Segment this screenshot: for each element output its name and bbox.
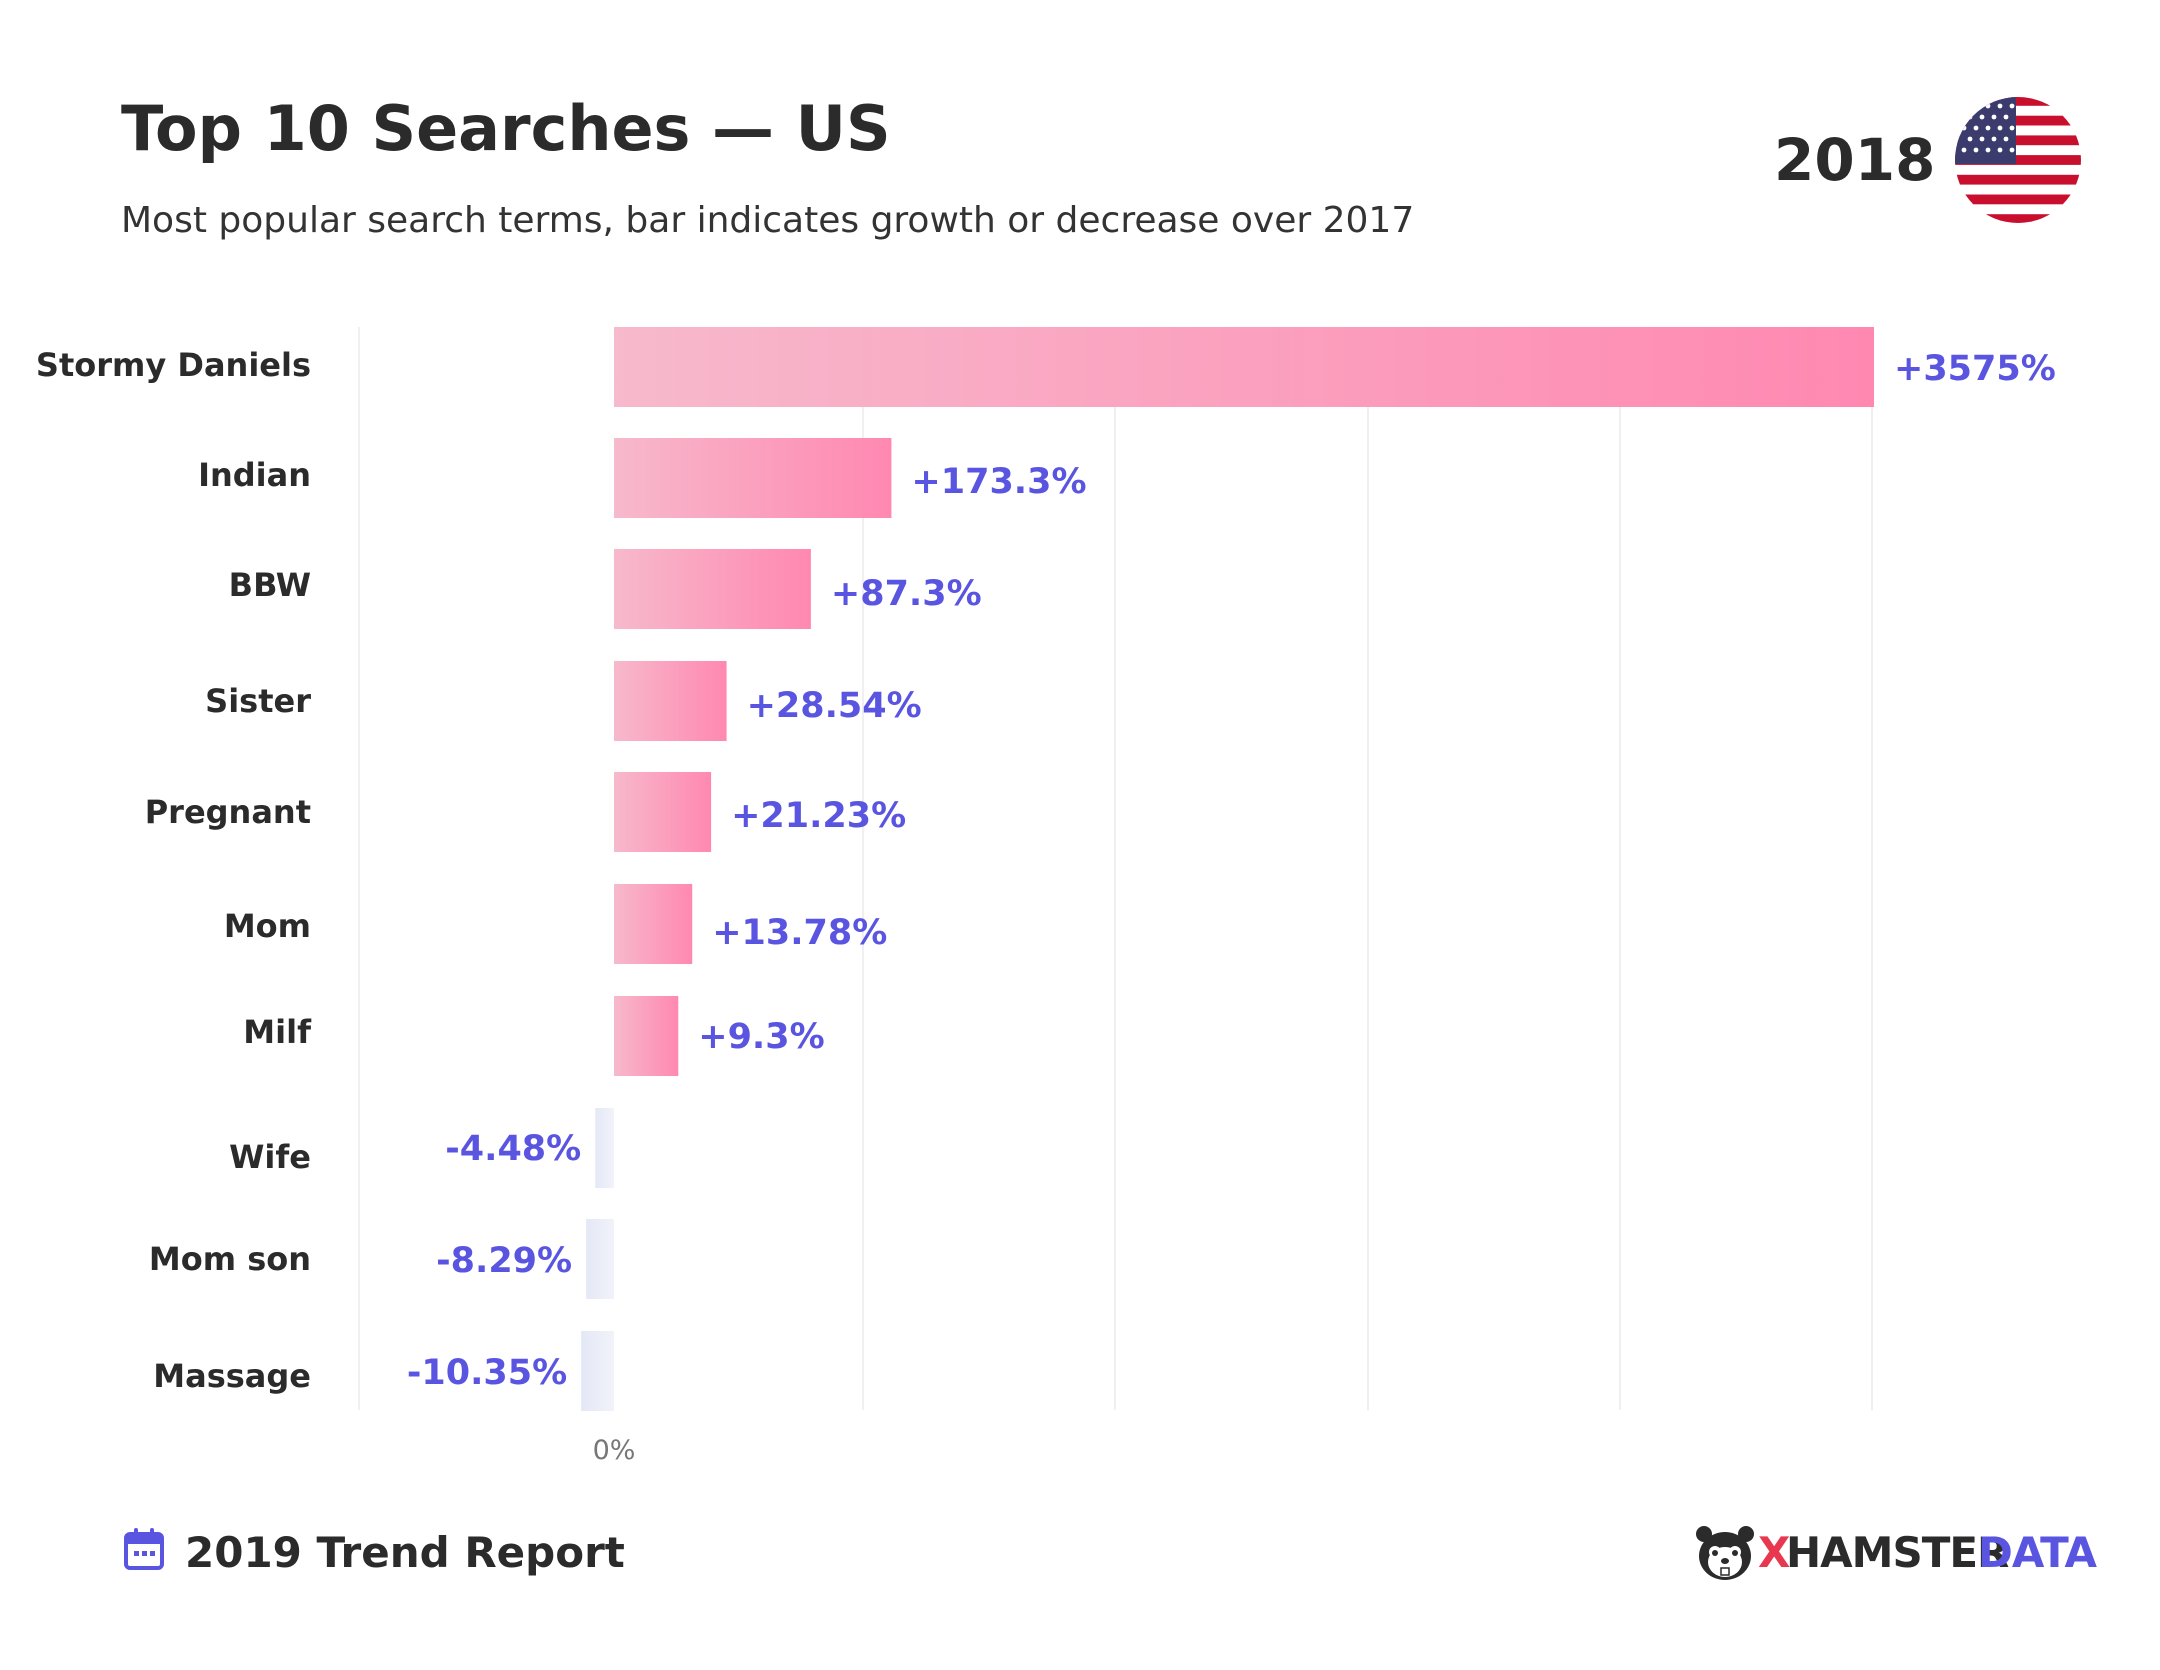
category-label: Massage <box>153 1357 311 1395</box>
category-label: Wife <box>229 1138 311 1176</box>
us-flag-icon <box>1955 97 2081 223</box>
value-label: -8.29% <box>436 1241 572 1281</box>
bar-sister <box>614 661 727 741</box>
bar-pregnant <box>614 772 712 852</box>
brand-data: DATA <box>1978 1528 2097 1577</box>
bar-stormy-daniels <box>614 327 1874 407</box>
bar-mom <box>614 884 693 964</box>
category-label: Stormy Daniels <box>36 346 311 384</box>
value-label: +173.3% <box>911 462 1086 502</box>
labels: Stormy Daniels +3575% Indian +173.3% BBW +87.… <box>36 346 2056 1466</box>
bar-indian <box>614 438 892 518</box>
year-label: 2018 <box>1774 126 1936 194</box>
category-label: Sister <box>205 682 311 720</box>
value-label: +9.3% <box>698 1017 824 1057</box>
page-subtitle: Most popular search terms, bar indicates… <box>121 200 1415 241</box>
calendar-icon <box>124 1528 164 1570</box>
bar-massage <box>581 1331 614 1411</box>
value-label: +13.78% <box>712 913 887 953</box>
value-label: +87.3% <box>831 574 982 614</box>
value-label: -4.48% <box>445 1129 581 1169</box>
gridlines <box>358 327 1873 1410</box>
page-title: Top 10 Searches — US <box>121 92 891 165</box>
value-label: -10.35% <box>407 1353 567 1393</box>
brand-hamster: HAMSTER <box>1786 1528 2009 1577</box>
bar-mom-son <box>586 1219 614 1299</box>
category-label: Mom <box>224 907 311 945</box>
bar-milf <box>614 996 679 1076</box>
category-label: Pregnant <box>145 793 311 831</box>
bar-wife <box>595 1108 614 1188</box>
report-title: 2019 Trend Report <box>185 1528 625 1577</box>
bar-bbw <box>614 549 811 629</box>
hamster-logo-icon <box>1696 1526 1754 1580</box>
category-label: Indian <box>198 456 311 494</box>
x-tick-label: 0% <box>593 1435 636 1466</box>
value-label: +28.54% <box>747 686 922 726</box>
brand-x: X <box>1758 1528 1791 1577</box>
value-label: +3575% <box>1894 349 2056 389</box>
value-label: +21.23% <box>731 796 906 836</box>
bars <box>581 327 1874 1411</box>
category-label: Mom son <box>149 1240 311 1278</box>
category-label: Milf <box>243 1013 312 1051</box>
category-label: BBW <box>229 566 311 604</box>
